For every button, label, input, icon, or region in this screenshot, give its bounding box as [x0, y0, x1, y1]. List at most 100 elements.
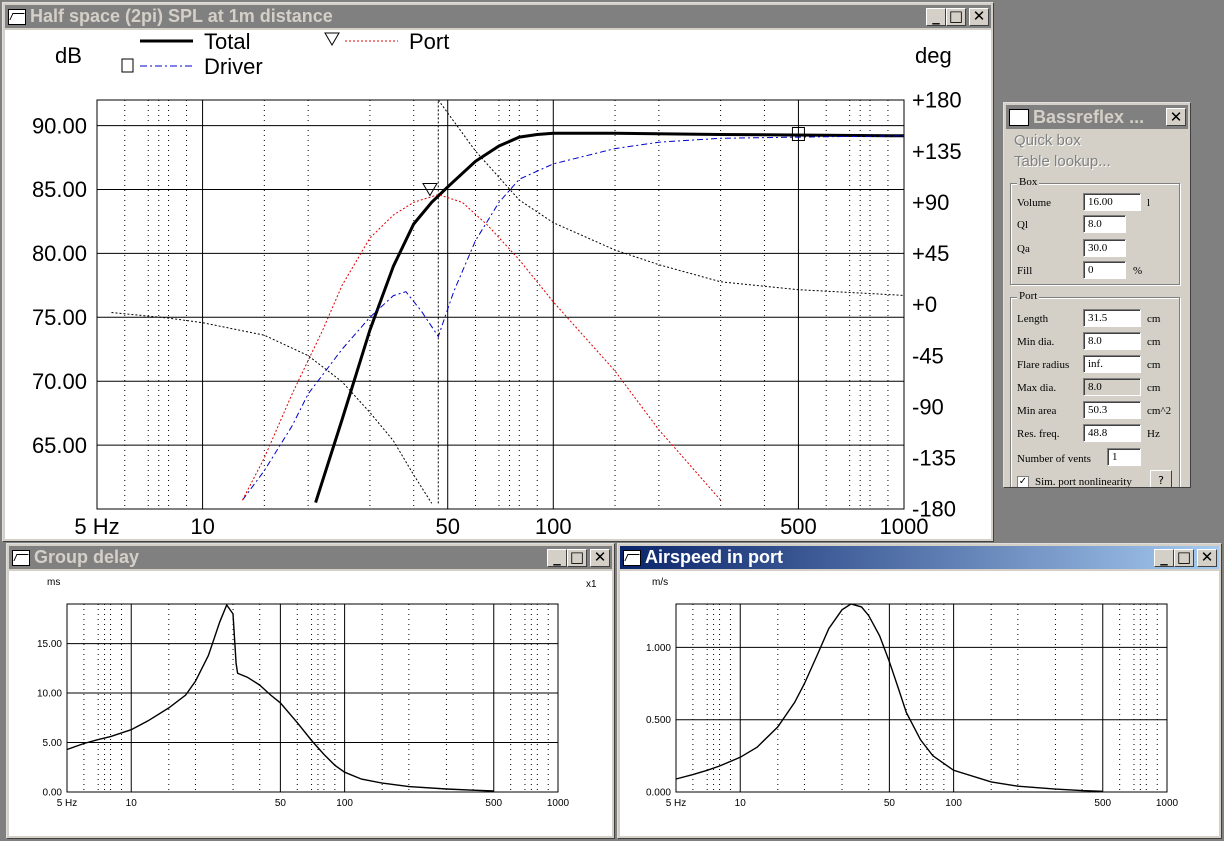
airspeed-window[interactable]: Airspeed in port _ □ ✕ m/s 5 Hz 10 50 100 50…: [617, 543, 1222, 839]
airspeed-unit: m/s: [652, 577, 668, 588]
y-tick-label: 75.00: [32, 305, 87, 330]
series-line-driver: [242, 135, 905, 501]
box-group: Box Volume 16.00 l Ql 8.0 Qa 30.0 Fill 0…: [1010, 176, 1180, 285]
legend-port-label: Port: [409, 30, 449, 54]
vents-field[interactable]: 1: [1107, 448, 1141, 466]
spl-window[interactable]: Half space (2pi) SPL at 1m distance _ □ …: [2, 2, 994, 542]
vents-label: Number of vents: [1017, 453, 1091, 465]
y-tick-label: 0.500: [646, 715, 671, 726]
series-line-curve: [66, 603, 494, 792]
max-dia-label: Max dia.: [1017, 382, 1057, 394]
x-tick-label: 1000: [1156, 798, 1179, 809]
group-delay-titlebar[interactable]: Group delay _ □ ✕: [9, 546, 612, 569]
phase-tick-label: -45: [912, 343, 944, 368]
y-tick-label: 0.00: [43, 788, 63, 799]
x-tick-label: 10: [735, 798, 747, 809]
qa-field[interactable]: 30.0: [1083, 239, 1126, 257]
x-tick-label: 5 Hz: [57, 798, 78, 809]
minimize-button[interactable]: _: [1154, 548, 1174, 567]
volume-field[interactable]: 16.00: [1083, 193, 1141, 211]
x-tick-label: 100: [535, 514, 572, 539]
airspeed-chart-area[interactable]: m/s 5 Hz 10 50 100 500 1000 1.000 0.500 0.000: [620, 571, 1219, 836]
series-line-total: [314, 131, 905, 504]
legend-driver-label: Driver: [204, 54, 263, 79]
group-delay-chart-area[interactable]: ms x1 5 Hz 10 50 100 500 1000 15.00 10.00 5.00 0.…: [9, 571, 612, 836]
spl-chart-area[interactable]: dB deg Total Driver Port 5 Hz 10 50 100 500 1…: [5, 30, 991, 539]
airspeed-chart: m/s 5 Hz 10 50 100 500 1000 1.000 0.500 0.000: [646, 577, 1179, 809]
min-dia-unit: cm: [1147, 336, 1161, 348]
x-tick-label: 500: [485, 798, 502, 809]
quick-box-menu-item[interactable]: Quick box: [1014, 132, 1081, 149]
ql-label: Ql: [1017, 219, 1028, 231]
minimize-button[interactable]: _: [926, 7, 946, 26]
legend-total-label: Total: [204, 30, 250, 54]
spl-window-title: Half space (2pi) SPL at 1m distance: [30, 6, 333, 26]
x-tick-label: 1000: [880, 514, 929, 539]
ql-field[interactable]: 8.0: [1083, 215, 1126, 233]
volume-unit: l: [1147, 197, 1151, 209]
table-lookup-menu-item[interactable]: Table lookup...: [1014, 153, 1111, 170]
chart-window-icon: [8, 8, 26, 25]
res-freq-field[interactable]: 48.8: [1083, 424, 1141, 442]
x-tick-label: 10: [190, 514, 214, 539]
min-area-label: Min area: [1017, 405, 1057, 417]
chart-window-icon: [623, 549, 641, 566]
close-button[interactable]: ✕: [1197, 548, 1217, 567]
y-tick-label: 65.00: [32, 433, 87, 458]
plot-frame: [675, 603, 1168, 793]
y-tick-label: 85.00: [32, 177, 87, 202]
bassreflex-title: Bassreflex ...: [1033, 106, 1145, 127]
min-dia-label: Min dia.: [1017, 336, 1055, 348]
port-group: Port Length 31.5 cm Min dia. 8.0 cm Flar…: [1010, 290, 1180, 487]
length-field[interactable]: 31.5: [1083, 309, 1141, 327]
minimize-button[interactable]: _: [547, 548, 567, 567]
plot-frame: [96, 99, 905, 510]
group-delay-window[interactable]: Group delay _ □ ✕ ms x1 5 Hz 10 50 100 500 10…: [6, 543, 615, 839]
min-area-field[interactable]: 50.3: [1083, 401, 1141, 419]
sim-port-nonlinearity-checkbox[interactable]: ✓: [1017, 476, 1029, 487]
volume-label: Volume: [1017, 197, 1052, 209]
phase-tick-label: -180: [912, 497, 956, 522]
spl-chart: dB deg Total Driver Port 5 Hz 10 50 100 500 1…: [32, 30, 962, 539]
airspeed-titlebar[interactable]: Airspeed in port _ □ ✕: [620, 546, 1219, 569]
x-tick-label: 1000: [547, 798, 570, 809]
close-button[interactable]: ✕: [590, 548, 610, 567]
x-tick-label: 500: [780, 514, 817, 539]
legend: Total Driver Port: [121, 30, 449, 79]
min-area-unit: cm^2: [1147, 405, 1172, 417]
spl-titlebar[interactable]: Half space (2pi) SPL at 1m distance _ □ …: [5, 5, 991, 28]
length-label: Length: [1017, 313, 1049, 325]
x-tick-label: 10: [126, 798, 138, 809]
group-delay-scale: x1: [586, 579, 597, 590]
port-marker: [422, 182, 438, 197]
help-button[interactable]: ?: [1150, 470, 1172, 487]
close-button[interactable]: ✕: [969, 7, 989, 26]
y-tick-label: 80.00: [32, 241, 87, 266]
y-tick-label: 10.00: [37, 689, 62, 700]
y-tick-label: 5.00: [43, 738, 63, 749]
bassreflex-titlebar[interactable]: Bassreflex ... ✕: [1006, 105, 1188, 129]
fill-field[interactable]: 0: [1083, 261, 1126, 279]
max-dia-field: 8.0: [1083, 378, 1141, 396]
maximize-button[interactable]: □: [567, 548, 587, 567]
min-dia-field[interactable]: 8.0: [1083, 332, 1141, 350]
bassreflex-panel[interactable]: Bassreflex ... ✕ Quick box Table lookup.…: [1003, 102, 1191, 488]
flare-radius-field[interactable]: inf.: [1083, 355, 1141, 373]
phase-tick-label: +0: [912, 292, 937, 317]
y-tick-label: 15.00: [37, 639, 62, 650]
res-freq-label: Res. freq.: [1017, 428, 1060, 440]
legend-port-marker: [324, 32, 340, 46]
phase-tick-label: -135: [912, 446, 956, 471]
maximize-button[interactable]: □: [1174, 548, 1194, 567]
y-tick-label: 1.000: [646, 643, 671, 654]
panel-close-button[interactable]: ✕: [1166, 108, 1186, 126]
box-group-label: Box: [1017, 176, 1040, 188]
y-tick-label: 90.00: [32, 113, 87, 138]
left-axis-unit: dB: [55, 43, 82, 68]
y-tick-label: 70.00: [32, 369, 87, 394]
maximize-button[interactable]: □: [946, 7, 966, 26]
x-tick-label: 50: [275, 798, 287, 809]
x-tick-label: 50: [884, 798, 896, 809]
phase-tick-label: +90: [912, 190, 949, 215]
x-tick-label: 500: [1094, 798, 1111, 809]
